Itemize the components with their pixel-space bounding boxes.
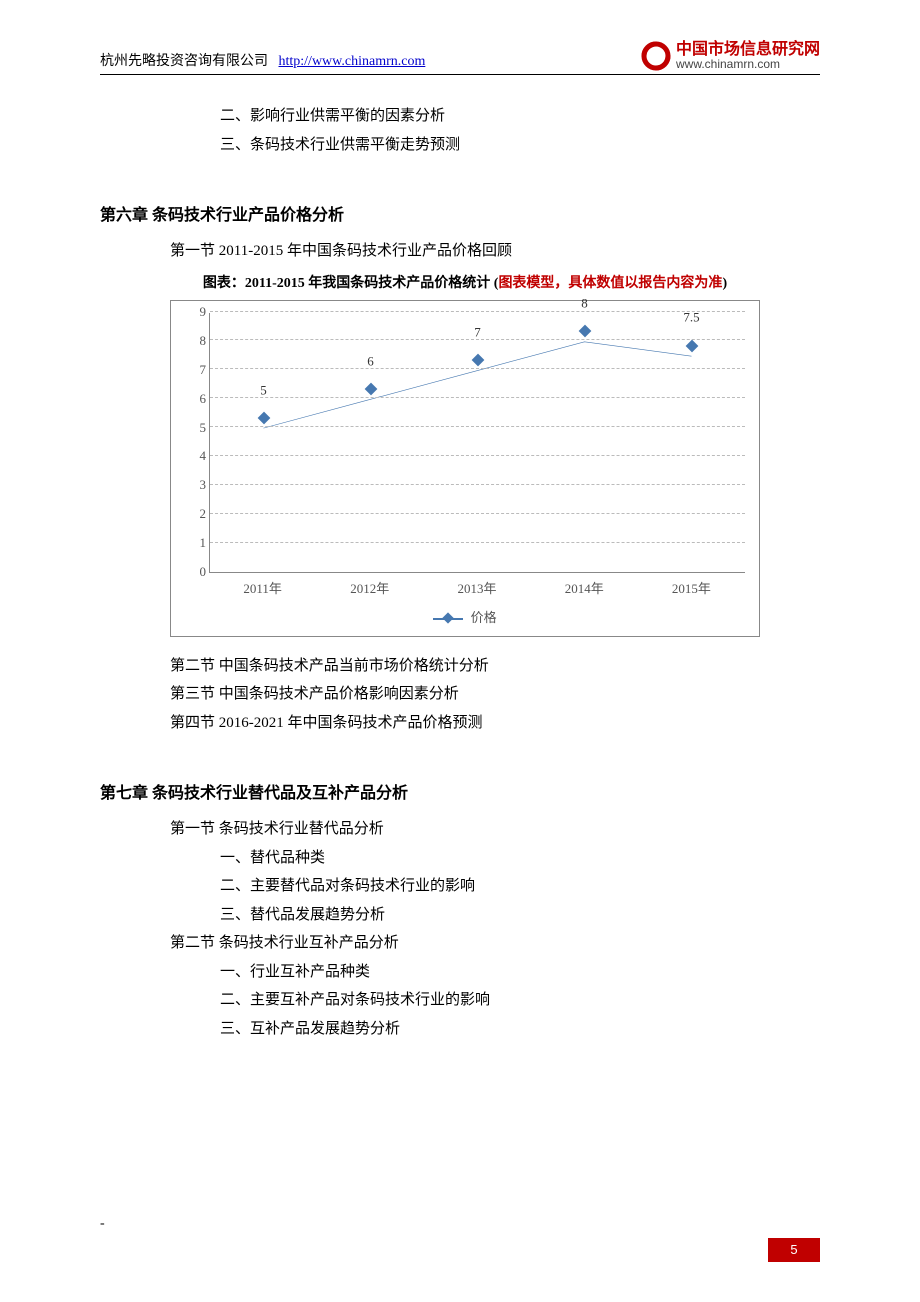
chart-legend: 价格 <box>185 608 745 628</box>
chart-caption: 图表：2011-2015 年我国条码技术产品价格统计 (图表模型，具体数值以报告… <box>170 273 760 294</box>
x-tick-label: 2015年 <box>638 579 745 599</box>
logo-text: 中国市场信息研究网 www.chinamrn.com <box>676 41 820 72</box>
page: 杭州先略投资咨询有限公司 http://www.chinamrn.com 中国市… <box>0 0 920 1106</box>
intro-block: 二、影响行业供需平衡的因素分析 三、条码技术行业供需平衡走势预测 <box>100 105 820 156</box>
logo-cn: 中国市场信息研究网 <box>676 41 820 59</box>
gridline <box>210 513 745 514</box>
page-number: 5 <box>768 1238 820 1262</box>
legend-marker-icon <box>433 614 463 624</box>
y-tick-label: 2 <box>188 504 206 524</box>
y-tick-label: 8 <box>188 331 206 351</box>
header-right: 中国市场信息研究网 www.chinamrn.com <box>640 40 820 72</box>
gridline <box>210 368 745 369</box>
y-tick-label: 4 <box>188 446 206 466</box>
toc-item: 一、替代品种类 <box>220 847 820 870</box>
gridline <box>210 311 745 312</box>
section-title: 第一节 2011-2015 年中国条码技术行业产品价格回顾 <box>170 240 820 263</box>
x-axis: 2011年2012年2013年2014年2015年 <box>209 579 745 599</box>
logo-icon <box>640 40 672 72</box>
toc-item: 三、互补产品发展趋势分析 <box>220 1018 820 1041</box>
chapter-title: 第七章 条码技术行业替代品及互补产品分析 <box>100 782 820 806</box>
y-tick-label: 5 <box>188 417 206 437</box>
chart-line <box>210 313 745 572</box>
toc-item: 二、主要互补产品对条码技术行业的影响 <box>220 989 820 1012</box>
caption-prefix: 图表：2011-2015 年我国条码技术产品价格统计 ( <box>203 276 499 291</box>
page-header: 杭州先略投资咨询有限公司 http://www.chinamrn.com 中国市… <box>100 40 820 75</box>
y-tick-label: 9 <box>188 302 206 322</box>
toc-item: 一、行业互补产品种类 <box>220 961 820 984</box>
plot-area: 012345678956787.5 <box>209 313 745 573</box>
gridline <box>210 484 745 485</box>
toc-item: 三、替代品发展趋势分析 <box>220 904 820 927</box>
chapter-title: 第六章 条码技术行业产品价格分析 <box>100 204 820 228</box>
footer-dash: - <box>100 1213 105 1234</box>
header-left: 杭州先略投资咨询有限公司 http://www.chinamrn.com <box>100 51 425 72</box>
gridline <box>210 542 745 543</box>
y-tick-label: 7 <box>188 360 206 380</box>
toc-item: 三、条码技术行业供需平衡走势预测 <box>220 134 820 157</box>
section-title: 第四节 2016-2021 年中国条码技术产品价格预测 <box>170 712 820 735</box>
x-tick-label: 2012年 <box>316 579 423 599</box>
section-title: 第二节 条码技术行业互补产品分析 <box>170 932 820 955</box>
logo-url: www.chinamrn.com <box>676 58 820 71</box>
data-label: 5 <box>260 380 267 400</box>
section-title: 第一节 条码技术行业替代品分析 <box>170 818 820 841</box>
data-label: 7.5 <box>683 308 699 328</box>
legend-label: 价格 <box>471 610 497 625</box>
x-tick-label: 2013年 <box>423 579 530 599</box>
caption-red: 图表模型，具体数值以报告内容为准 <box>498 276 722 291</box>
data-label: 8 <box>581 294 588 314</box>
gridline <box>210 455 745 456</box>
gridline <box>210 397 745 398</box>
gridline <box>210 426 745 427</box>
y-tick-label: 3 <box>188 475 206 495</box>
caption-suffix: ) <box>722 276 727 291</box>
y-tick-label: 6 <box>188 388 206 408</box>
y-tick-label: 1 <box>188 533 206 553</box>
toc-item: 二、主要替代品对条码技术行业的影响 <box>220 875 820 898</box>
x-tick-label: 2011年 <box>209 579 316 599</box>
toc-item: 二、影响行业供需平衡的因素分析 <box>220 105 820 128</box>
section-title: 第三节 中国条码技术产品价格影响因素分析 <box>170 683 820 706</box>
chart-box: 012345678956787.5 2011年2012年2013年2014年20… <box>170 300 760 637</box>
section-title: 第二节 中国条码技术产品当前市场价格统计分析 <box>170 655 820 678</box>
data-label: 6 <box>367 351 374 371</box>
header-link[interactable]: http://www.chinamrn.com <box>279 54 426 69</box>
data-label: 7 <box>474 322 481 342</box>
x-tick-label: 2014年 <box>531 579 638 599</box>
y-tick-label: 0 <box>188 562 206 582</box>
company-name: 杭州先略投资咨询有限公司 <box>100 54 268 69</box>
chart-container: 图表：2011-2015 年我国条码技术产品价格统计 (图表模型，具体数值以报告… <box>170 273 760 637</box>
